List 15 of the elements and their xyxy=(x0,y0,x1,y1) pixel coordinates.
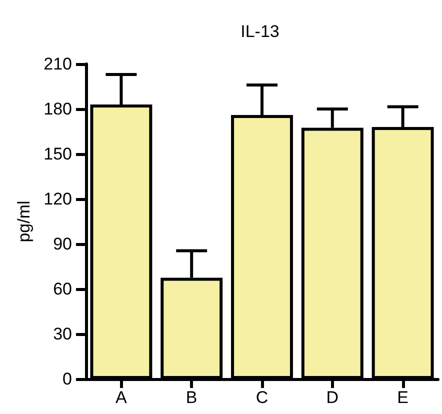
y-tick-label: 120 xyxy=(44,190,72,208)
y-tick-label: 60 xyxy=(53,280,72,298)
y-tick-label: 90 xyxy=(53,234,72,254)
x-tick-label: B xyxy=(186,388,198,407)
y-axis-title: pg/ml xyxy=(14,200,34,242)
y-tick-label: 150 xyxy=(44,144,72,164)
x-tick-label: E xyxy=(397,388,408,407)
chart-title: IL-13 xyxy=(240,22,280,41)
x-tick-label: A xyxy=(116,388,128,407)
x-tick-label: D xyxy=(326,388,339,407)
y-tick-label: 210 xyxy=(44,54,72,74)
y-tick-label: 0 xyxy=(62,370,72,388)
y-tick-label: 180 xyxy=(44,100,72,118)
y-tick-label: 30 xyxy=(53,324,72,344)
x-tick-label: C xyxy=(256,388,268,407)
